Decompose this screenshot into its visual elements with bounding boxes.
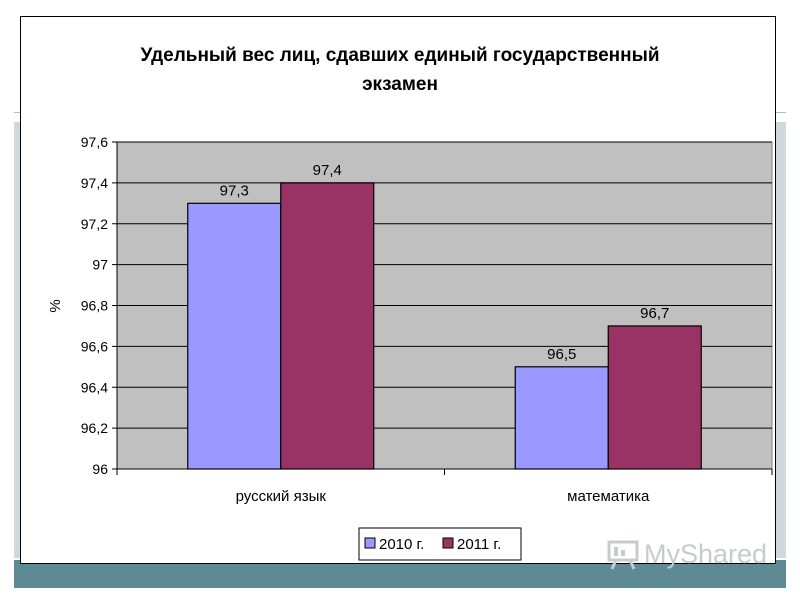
chart-title-line-2: экзамен [362, 74, 438, 95]
legend: 2010 г. 2011 г. [358, 527, 522, 561]
data-label: 96,7 [640, 305, 669, 322]
chart-title-line-1: Удельный вес лиц, сдавших единый государ… [140, 45, 659, 66]
y-tick-label: 96,8 [81, 298, 108, 314]
presentation-board-icon [607, 540, 639, 570]
y-tick-label: 96,6 [81, 338, 108, 354]
bar [607, 325, 702, 470]
bar [514, 366, 609, 470]
data-label: 97,3 [220, 182, 249, 199]
legend-entry: 2011 г. [457, 536, 501, 553]
x-tick-label: русский язык [236, 488, 327, 505]
y-tick-label: 97 [92, 257, 108, 273]
y-tick-label: 96,2 [81, 420, 108, 436]
legend-entry: 2010 г. [379, 536, 424, 553]
data-label: 96,5 [547, 346, 576, 363]
x-tick-label: математика [567, 488, 650, 505]
bar [187, 202, 282, 470]
y-tick-label: 96,4 [81, 379, 108, 395]
watermark-text: MyShared [644, 538, 768, 569]
y-tick-label: 97,6 [81, 134, 108, 150]
legend-swatch [442, 537, 454, 549]
y-tick-label: 97,2 [81, 216, 108, 232]
data-label: 97,4 [313, 162, 342, 179]
slide-footer-band [14, 560, 786, 588]
watermark: MyShared [606, 536, 776, 572]
legend-swatch [364, 537, 376, 549]
y-tick-label: 96 [92, 461, 108, 477]
y-tick-label: 97,4 [81, 175, 108, 191]
y-axis-label: % [47, 299, 64, 312]
bar [280, 182, 375, 470]
legend-box [358, 527, 522, 561]
